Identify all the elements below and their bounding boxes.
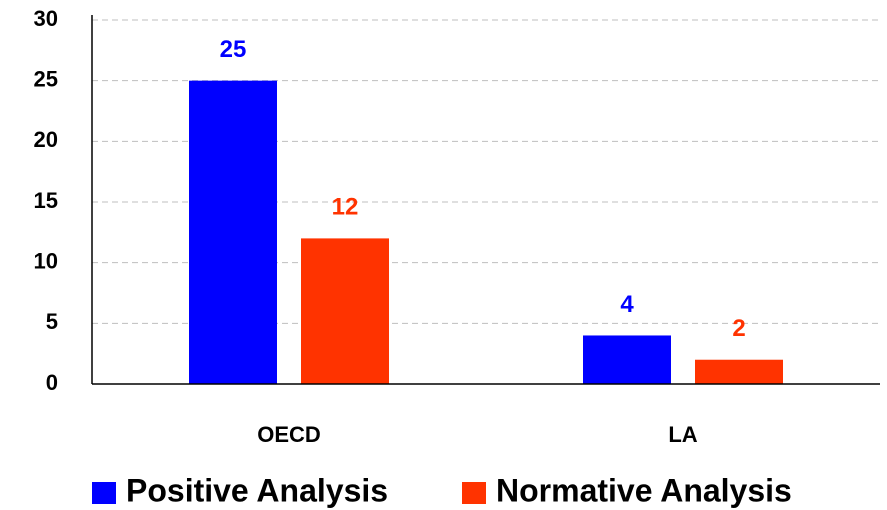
y-tick-label: 20 xyxy=(34,127,58,152)
bar xyxy=(695,359,783,384)
data-label: 2 xyxy=(732,315,745,342)
legend-swatch xyxy=(462,482,486,504)
y-tick-label: 15 xyxy=(34,188,58,213)
x-tick-label: LA xyxy=(668,422,697,447)
legend-label: Normative Analysis xyxy=(496,472,792,508)
bar xyxy=(301,238,389,384)
y-tick-label: 30 xyxy=(34,6,58,31)
data-label: 4 xyxy=(620,291,634,318)
bar xyxy=(189,80,277,385)
data-label: 12 xyxy=(332,194,359,221)
legend-label: Positive Analysis xyxy=(126,472,388,508)
y-tick-label: 10 xyxy=(34,248,58,273)
y-tick-label: 0 xyxy=(46,370,58,395)
bar xyxy=(583,335,671,384)
x-tick-label: OECD xyxy=(257,422,321,447)
y-tick-label: 5 xyxy=(46,309,58,334)
y-tick-label: 25 xyxy=(34,66,58,91)
data-label: 25 xyxy=(220,36,247,63)
legend-swatch xyxy=(92,482,116,504)
